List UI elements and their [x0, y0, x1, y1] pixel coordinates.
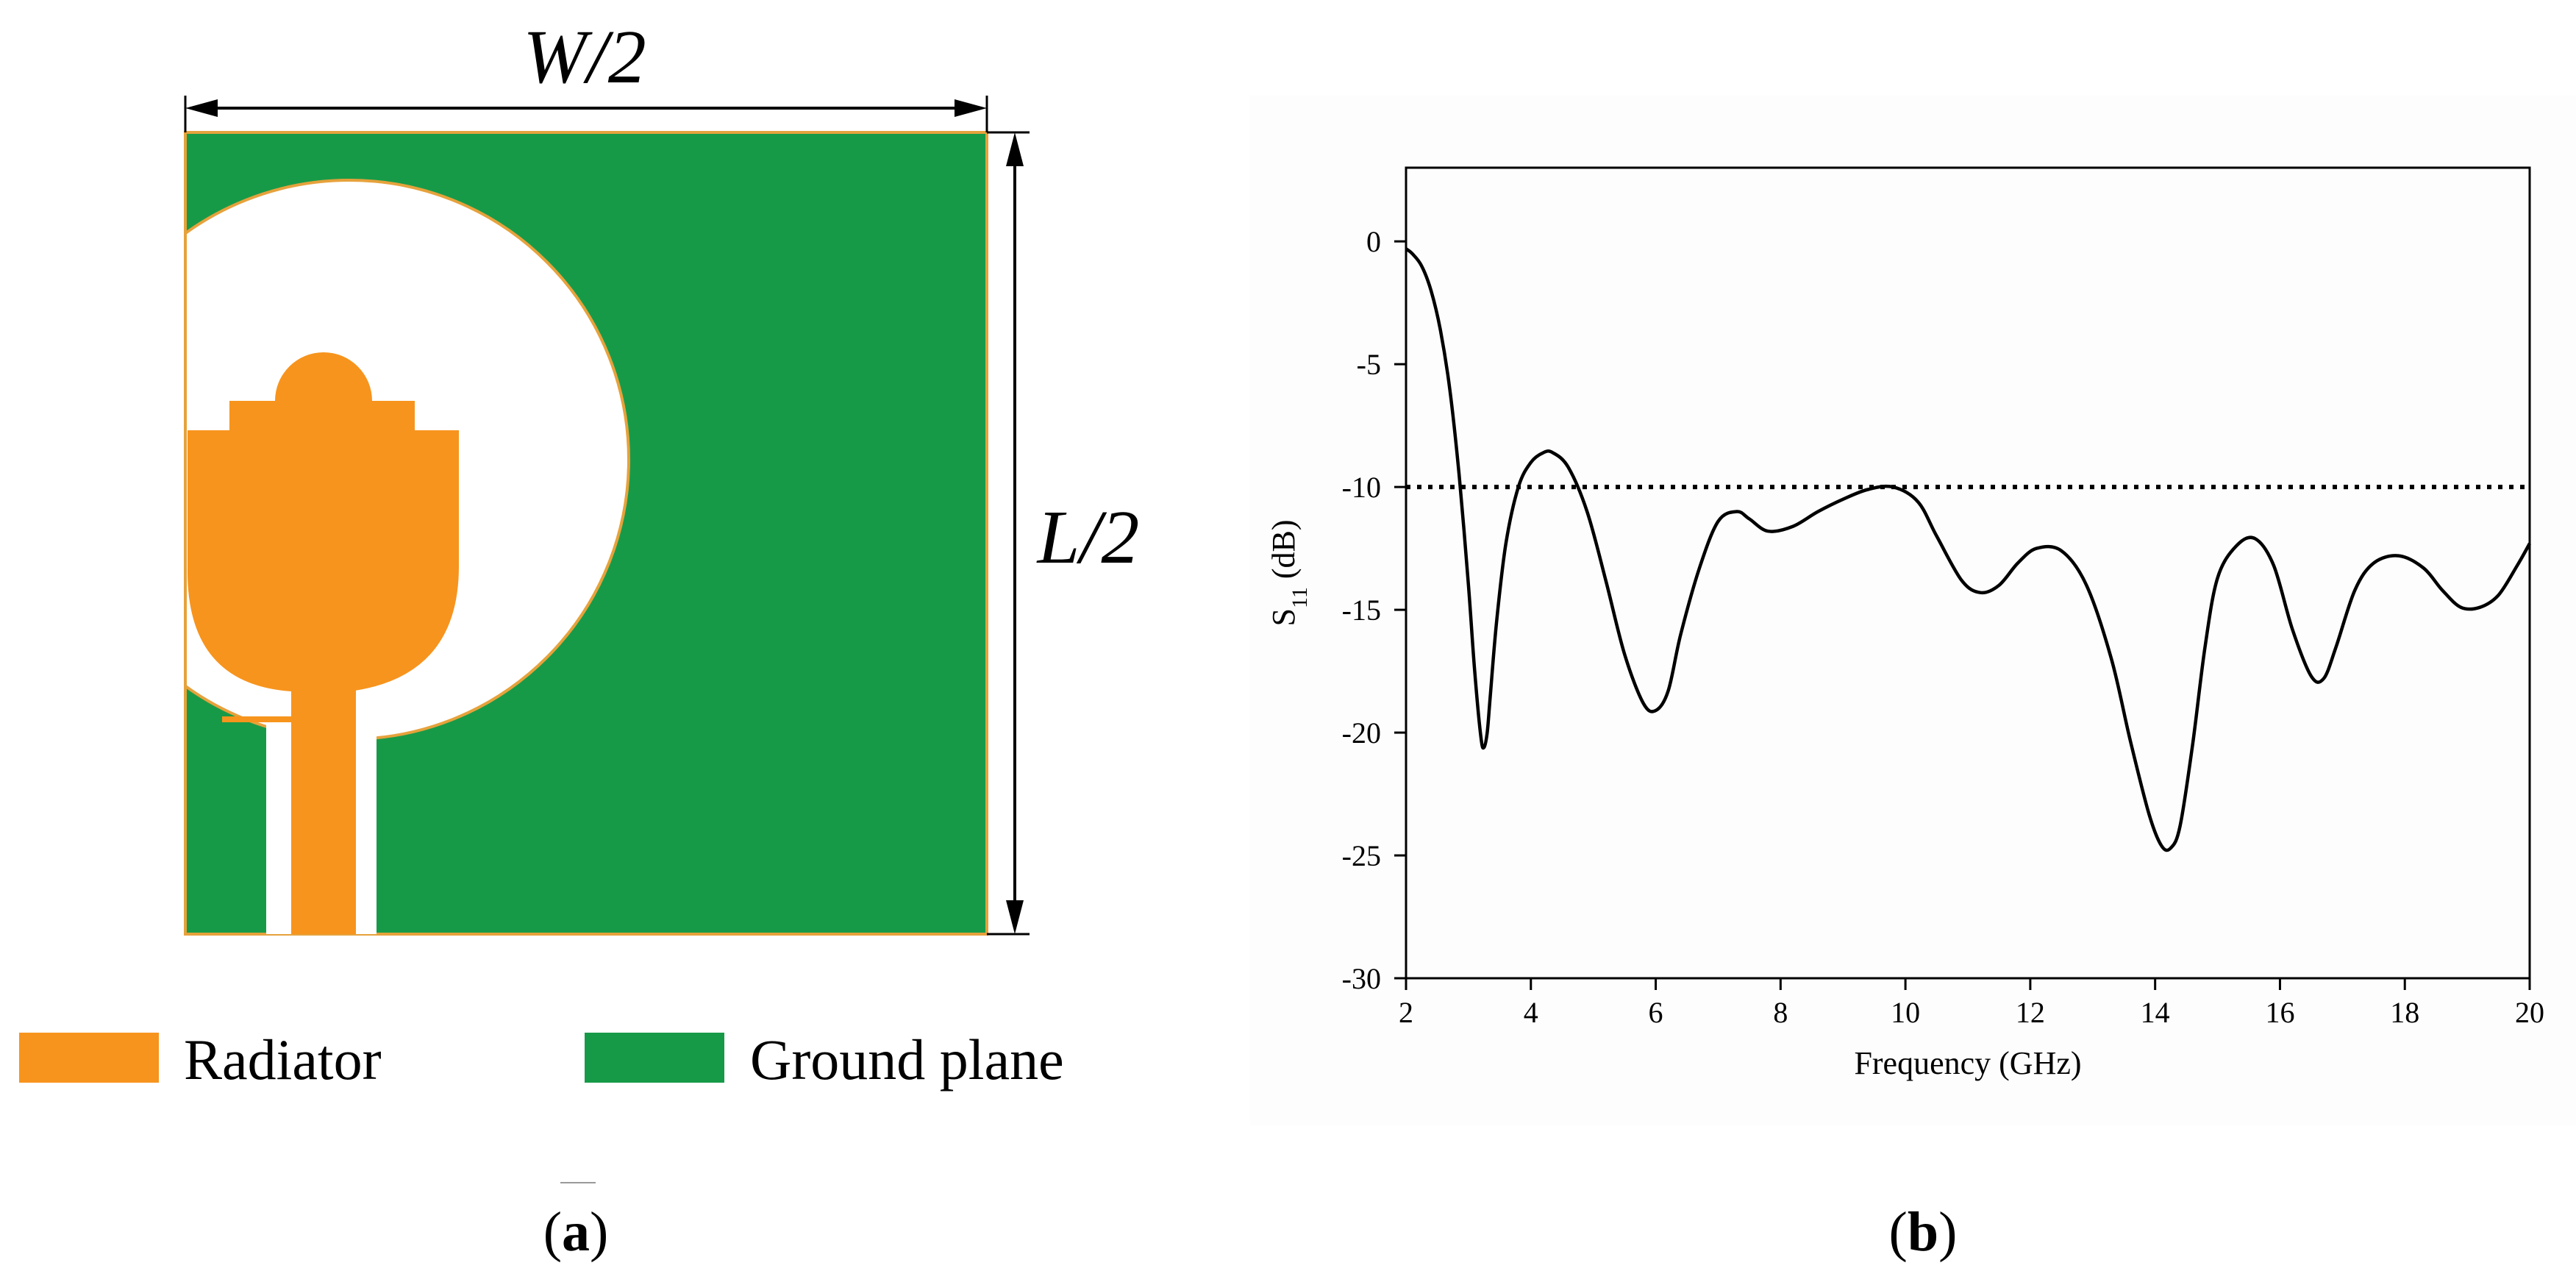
y-tick-label: 0 — [1366, 225, 1381, 258]
width-dimension: W/2 — [184, 15, 988, 132]
length-dimension: L/2 — [987, 131, 1140, 936]
panel-a: W/2 L/2 Radiator Ground plane (a) — [0, 15, 1139, 1263]
legend-swatch-ground — [585, 1033, 724, 1083]
feed-stub — [222, 716, 291, 722]
legend-label-ground: Ground plane — [750, 1028, 1064, 1092]
x-tick-label: 16 — [2265, 996, 2294, 1029]
y-tick-label: -5 — [1357, 348, 1381, 381]
y-tick-label: -30 — [1342, 962, 1381, 995]
y-tick-label: -15 — [1342, 594, 1381, 627]
legend: Radiator Ground plane — [19, 1028, 1064, 1092]
x-tick-label: 12 — [2016, 996, 2045, 1029]
caption-a: (a) — [543, 1201, 609, 1263]
radiator-patch — [187, 352, 459, 691]
x-tick-label: 10 — [1891, 996, 1920, 1029]
x-tick-label: 14 — [2141, 996, 2170, 1029]
legend-swatch-radiator — [19, 1033, 159, 1083]
s11-curve — [1405, 247, 2531, 852]
y-tick-label: -25 — [1342, 839, 1381, 872]
x-axis-label: Frequency (GHz) — [1854, 1045, 2081, 1081]
width-label: W/2 — [523, 15, 646, 99]
s11-chart: 2 4 6 8 10 12 14 16 18 20 0 -5 -10 -15 -20 -25 -30 Freque… — [1266, 166, 2544, 1081]
plot-background — [1250, 96, 2576, 1125]
x-tick-label: 2 — [1399, 996, 1413, 1029]
feed-line — [291, 688, 356, 934]
x-tick-label: 6 — [1649, 996, 1663, 1029]
plot-frame — [1405, 166, 2531, 980]
y-tick-label: -10 — [1342, 471, 1381, 504]
legend-label-radiator: Radiator — [184, 1028, 382, 1092]
x-tick-label: 8 — [1773, 996, 1788, 1029]
y-axis-label: S11 (dB) — [1266, 519, 1312, 626]
panel-b: 2 4 6 8 10 12 14 16 18 20 0 -5 -10 -15 -20 -25 -30 Freque… — [1250, 96, 2576, 1263]
caption-b: (b) — [1889, 1201, 1958, 1263]
x-tick-label: 4 — [1524, 996, 1538, 1029]
x-tick-label: 20 — [2515, 996, 2544, 1029]
x-tick-label: 18 — [2390, 996, 2419, 1029]
length-label: L/2 — [1036, 495, 1140, 580]
y-tick-label: -20 — [1342, 716, 1381, 749]
